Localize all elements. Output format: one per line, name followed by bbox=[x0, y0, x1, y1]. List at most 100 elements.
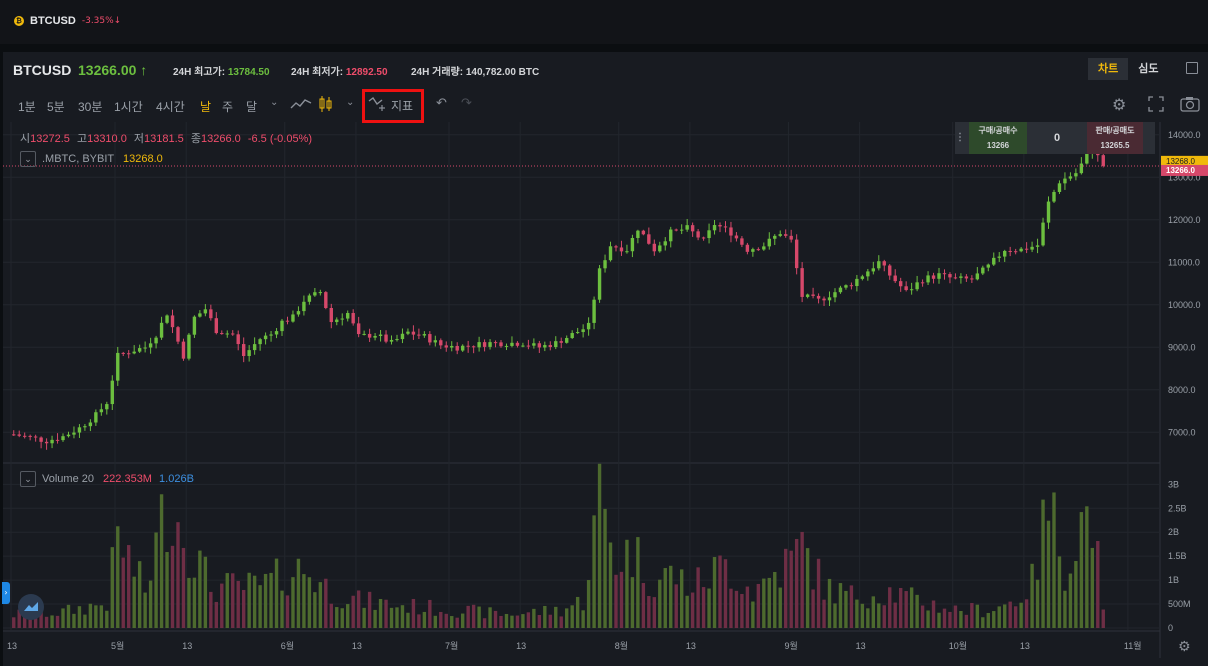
candle-body bbox=[565, 338, 569, 343]
volume-bar bbox=[94, 605, 98, 628]
spread-value: 0 bbox=[1053, 132, 1061, 144]
indicator-button[interactable]: 지표 bbox=[391, 99, 414, 113]
volume-bar bbox=[532, 608, 536, 628]
candle-body bbox=[12, 434, 16, 436]
volume-bar bbox=[690, 592, 695, 628]
tab-depth[interactable]: 심도 bbox=[1138, 63, 1159, 75]
candle-body bbox=[1041, 222, 1045, 246]
tf-5m[interactable]: 5분 bbox=[47, 100, 65, 114]
collapse-icon[interactable]: ⌄ bbox=[20, 151, 36, 167]
volume-bar bbox=[1046, 520, 1051, 628]
volume-bar bbox=[88, 603, 93, 628]
volume-bar bbox=[362, 607, 366, 628]
volume-bar bbox=[33, 613, 38, 628]
settings-icon[interactable]: ⚙ bbox=[1112, 95, 1127, 114]
tf-1m[interactable]: 1분 bbox=[18, 100, 36, 114]
candle-body bbox=[346, 313, 350, 319]
volume-bar bbox=[274, 558, 279, 628]
line-chart-icon[interactable] bbox=[290, 97, 312, 111]
logo-icon bbox=[18, 594, 44, 620]
chevron-down-icon[interactable]: ⌄ bbox=[346, 97, 355, 108]
candle-body bbox=[477, 342, 481, 348]
candle-body bbox=[849, 285, 854, 287]
tf-30m[interactable]: 30분 bbox=[78, 100, 103, 114]
time-tick-label: 13 bbox=[352, 641, 362, 651]
sell-button[interactable]: 판매/공매도 13265.5 bbox=[1087, 122, 1143, 154]
volume-bar bbox=[504, 613, 509, 628]
top-bar: ₿ BTCUSD -3.35%↓ bbox=[0, 0, 1208, 44]
fullscreen-chart-icon[interactable] bbox=[1148, 96, 1164, 112]
candle-body bbox=[1030, 246, 1034, 250]
candle-body bbox=[1035, 245, 1040, 247]
volume-bar bbox=[499, 615, 503, 628]
tab-chart[interactable]: 차트 bbox=[1088, 58, 1129, 80]
volume-bar bbox=[482, 618, 487, 628]
candle-body bbox=[773, 235, 777, 239]
drag-handle-icon[interactable]: ⋮⋮ bbox=[955, 132, 975, 143]
time-tick-label: 11월 bbox=[1124, 640, 1142, 651]
indicator-icon[interactable] bbox=[368, 96, 388, 112]
volume-bar bbox=[137, 561, 142, 628]
volume-bar bbox=[674, 584, 678, 628]
volume-bar bbox=[127, 545, 131, 628]
candle-body bbox=[231, 333, 235, 335]
volume-bar bbox=[641, 583, 646, 628]
volume-bar bbox=[384, 599, 388, 628]
volume-bar bbox=[745, 586, 750, 628]
candle-body bbox=[570, 333, 574, 339]
ticker-tab[interactable]: ₿ BTCUSD -3.35%↓ bbox=[14, 14, 121, 28]
volume-bar bbox=[50, 615, 54, 628]
volume-bar bbox=[110, 547, 114, 628]
volume-bar bbox=[291, 577, 295, 628]
candle-body bbox=[417, 334, 421, 336]
candle-body bbox=[94, 412, 98, 423]
volume-bar bbox=[351, 595, 355, 628]
volume-bar bbox=[493, 610, 498, 628]
axis-settings-icon[interactable]: ⚙ bbox=[1178, 639, 1191, 655]
candle-body bbox=[898, 281, 903, 287]
volume-bar bbox=[1052, 492, 1056, 628]
volume-bar bbox=[187, 577, 191, 628]
volume-bar bbox=[970, 603, 974, 628]
price-chart[interactable]: 14000.0 13000.0 12000.0 11000.0 10000.0 9000.… bbox=[3, 122, 1208, 658]
chevron-down-icon[interactable]: ⌄ bbox=[270, 97, 279, 108]
time-tick-label: 13 bbox=[686, 641, 696, 651]
time-tick-label: 5월 bbox=[111, 640, 124, 651]
candle-body bbox=[964, 276, 969, 279]
volume-bar bbox=[1090, 547, 1095, 628]
tf-week[interactable]: 주 bbox=[222, 100, 234, 114]
candle-body bbox=[625, 251, 629, 253]
volume-bar bbox=[1063, 590, 1067, 628]
candle-body bbox=[99, 409, 104, 413]
candlestick-icon[interactable] bbox=[318, 95, 334, 113]
side-panel-toggle[interactable]: › bbox=[2, 582, 10, 604]
collapse-icon[interactable]: ⌄ bbox=[20, 471, 36, 487]
candle-body bbox=[225, 333, 229, 335]
undo-icon[interactable]: ↶ bbox=[436, 96, 447, 111]
volume-bar bbox=[252, 575, 257, 628]
volume-bar bbox=[214, 601, 219, 628]
volume-bar bbox=[898, 587, 903, 628]
volume-bar bbox=[488, 607, 492, 628]
candle-body bbox=[619, 247, 624, 252]
volume-bar bbox=[926, 610, 930, 628]
tf-month[interactable]: 달 bbox=[246, 100, 258, 114]
tf-4h[interactable]: 4시간 bbox=[156, 100, 185, 114]
volume-tick-label: 500M bbox=[1168, 599, 1191, 609]
volume-bar bbox=[521, 614, 525, 628]
candle-body bbox=[740, 238, 744, 245]
tf-day[interactable]: 날 bbox=[200, 100, 212, 114]
volume-bar bbox=[72, 613, 76, 628]
fullscreen-icon[interactable] bbox=[1186, 62, 1198, 74]
candle-body bbox=[269, 334, 273, 336]
redo-icon[interactable]: ↷ bbox=[461, 96, 472, 111]
buy-button[interactable]: 구매/공매수 13266 bbox=[969, 122, 1027, 154]
volume-bar bbox=[116, 526, 120, 628]
camera-icon[interactable] bbox=[1180, 96, 1200, 112]
tf-1h[interactable]: 1시간 bbox=[114, 100, 143, 114]
candle-body bbox=[263, 335, 268, 340]
candle-body bbox=[537, 343, 542, 348]
time-tick-label: 13 bbox=[7, 641, 17, 651]
volume-bar bbox=[378, 598, 383, 628]
volume-bar bbox=[428, 599, 432, 628]
